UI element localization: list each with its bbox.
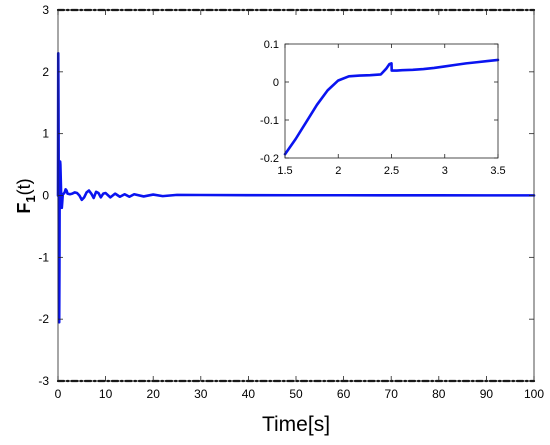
x-tick-label: 70	[385, 387, 399, 401]
x-axis-label: Time[s]	[262, 413, 330, 436]
y-tick-label: 3	[42, 3, 49, 17]
inset-x-tick-label: 3.5	[490, 165, 505, 177]
inset-series-group	[283, 58, 500, 156]
y-axis-label-suffix: (t)	[14, 178, 34, 195]
y-axis-label-subscript: 1	[23, 195, 38, 202]
y-tick-label: -3	[38, 374, 49, 388]
x-tick-label: 10	[99, 387, 113, 401]
inset-x-tick-label: 1.5	[277, 165, 292, 177]
x-tick-label: 50	[289, 387, 303, 401]
y-tick-label: -2	[38, 312, 49, 326]
inset-x-tick-label: 3	[442, 165, 448, 177]
x-tick-label: 30	[194, 387, 208, 401]
y-axis-label: F1(t)	[14, 178, 38, 213]
signal-line	[56, 51, 536, 324]
x-tick-label: 0	[55, 387, 62, 401]
y-tick-label: 0	[42, 189, 49, 203]
y-tick-label: -1	[38, 250, 49, 264]
x-tick-label: 100	[524, 387, 544, 401]
inset-plot: 1.5 2 2.5 3 3.5 0.1 0 -0.1 -0.2	[260, 39, 506, 177]
inset-ticks-group: 1.5 2 2.5 3 3.5 0.1 0 -0.1 -0.2	[260, 39, 506, 177]
y-tick-label: 1	[42, 127, 49, 141]
inset-x-tick-label: 2	[335, 165, 341, 177]
x-tick-label: 90	[480, 387, 494, 401]
inset-y-tick-label: 0.1	[264, 39, 279, 51]
y-tick-label: 2	[42, 65, 49, 79]
x-tick-label: 80	[432, 387, 446, 401]
x-tick-label: 40	[242, 387, 256, 401]
inset-y-tick-label: 0	[273, 77, 279, 89]
y-axis-label-main: F	[14, 203, 34, 214]
x-tick-label: 20	[147, 387, 161, 401]
inset-x-tick-label: 2.5	[384, 165, 399, 177]
inset-signal-line	[283, 58, 500, 156]
inset-y-tick-label: -0.2	[260, 153, 279, 165]
x-tick-label: 60	[337, 387, 351, 401]
inset-background	[285, 44, 498, 158]
inset-y-tick-label: -0.1	[260, 115, 279, 127]
